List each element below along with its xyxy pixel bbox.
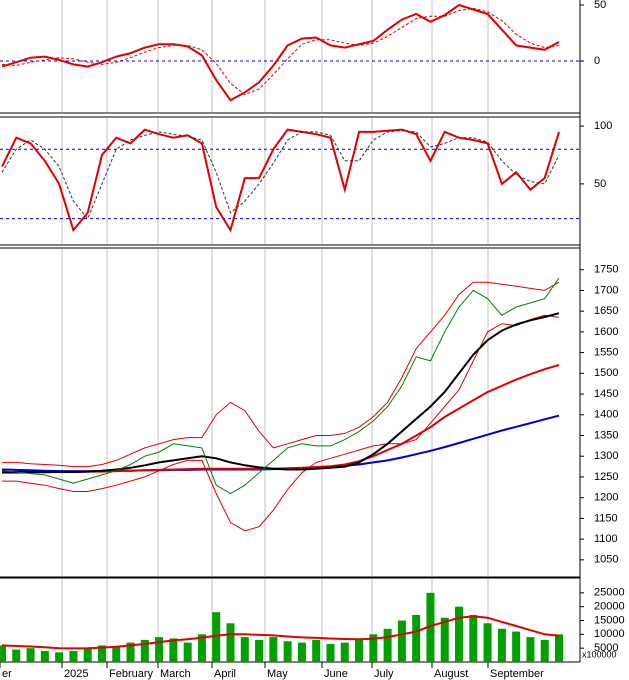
x-tick-label: July	[374, 668, 394, 680]
volume-bar	[269, 637, 278, 662]
volume-bar	[155, 637, 164, 662]
volume-bar	[255, 639, 264, 662]
x-tick-label: February	[109, 668, 154, 680]
volume-bar	[169, 638, 178, 662]
y-tick-label: 1150	[594, 512, 618, 524]
y-tick-label: 1600	[594, 326, 618, 338]
y-tick-label: 50	[594, 0, 606, 11]
volume-bar	[440, 617, 449, 662]
series-line	[1, 414, 560, 473]
volume-bar	[312, 639, 321, 662]
volume-bar	[0, 645, 6, 662]
volume-bar	[240, 637, 249, 662]
y-tick-label: 1700	[594, 284, 618, 296]
series-line	[1, 277, 560, 495]
y-tick-label: 100	[594, 120, 612, 132]
volume-bar	[369, 634, 378, 662]
volume-unit: x100000	[582, 649, 617, 659]
y-tick-label: 1100	[594, 533, 618, 545]
volume-bar	[326, 644, 335, 662]
series-line	[1, 3, 560, 102]
series-line	[2, 364, 560, 474]
volume-bar	[55, 652, 64, 662]
volume-bar	[483, 623, 492, 662]
volume-bar	[26, 648, 35, 662]
volume-bar	[512, 631, 521, 662]
volume-bar	[126, 642, 135, 662]
volume-bar	[340, 642, 349, 662]
x-tick-label: 2025	[64, 668, 88, 680]
volume-bar	[469, 614, 478, 662]
volume-bar	[97, 645, 106, 662]
y-tick-label: 1400	[594, 409, 618, 421]
x-tick-label: May	[267, 668, 288, 680]
series-line	[1, 130, 560, 220]
volume-bar	[383, 628, 392, 662]
volume-bar	[212, 612, 221, 662]
volume-bar	[455, 606, 464, 662]
series-line	[2, 281, 560, 468]
series-line	[1, 615, 560, 650]
series-line	[1, 7, 560, 96]
volume-bar	[12, 649, 21, 662]
y-tick-label: 1050	[594, 554, 618, 566]
volume-bar	[526, 637, 535, 662]
y-tick-label: 1750	[594, 264, 618, 276]
y-tick-label: 1200	[594, 492, 618, 504]
volume-bar	[226, 623, 235, 662]
volume-bar	[397, 620, 406, 662]
y-tick-label: 20000	[594, 601, 625, 613]
series-line	[2, 314, 560, 532]
y-tick-label: 1650	[594, 305, 618, 317]
y-tick-label: 1250	[594, 471, 618, 483]
volume-bar	[426, 592, 435, 662]
x-tick-label: er	[2, 668, 12, 680]
x-tick-label: August	[434, 668, 468, 680]
series-line	[2, 312, 560, 473]
x-tick-label: September	[490, 668, 544, 680]
y-tick-label: 25000	[594, 587, 625, 599]
y-tick-label: 1450	[594, 388, 618, 400]
x-tick-label: March	[160, 668, 191, 680]
y-tick-label: 50	[594, 178, 606, 190]
y-tick-label: 5000	[594, 642, 618, 654]
volume-bar	[83, 648, 92, 662]
volume-bar	[355, 639, 364, 662]
y-tick-label: 15000	[594, 614, 625, 626]
y-tick-label: 10000	[594, 628, 625, 640]
volume-bar	[197, 634, 206, 662]
volume-bar	[412, 614, 421, 662]
y-tick-label: 1350	[594, 429, 618, 441]
volume-bar	[183, 642, 192, 662]
x-tick-label: April	[214, 668, 236, 680]
y-tick-label: 1550	[594, 347, 618, 359]
volume-bar	[112, 646, 121, 662]
volume-bar	[297, 642, 306, 662]
y-tick-label: 1300	[594, 450, 618, 462]
x-tick-label: June	[324, 668, 348, 680]
series-line	[1, 128, 560, 233]
y-tick-label: 0	[594, 55, 600, 67]
volume-bar	[540, 639, 549, 662]
volume-bar	[140, 639, 149, 662]
volume-bar	[283, 641, 292, 662]
volume-bar	[555, 634, 563, 662]
y-tick-label: 1500	[594, 367, 618, 379]
volume-bar	[69, 650, 78, 662]
volume-bar	[40, 650, 49, 662]
volume-bar	[497, 628, 506, 662]
